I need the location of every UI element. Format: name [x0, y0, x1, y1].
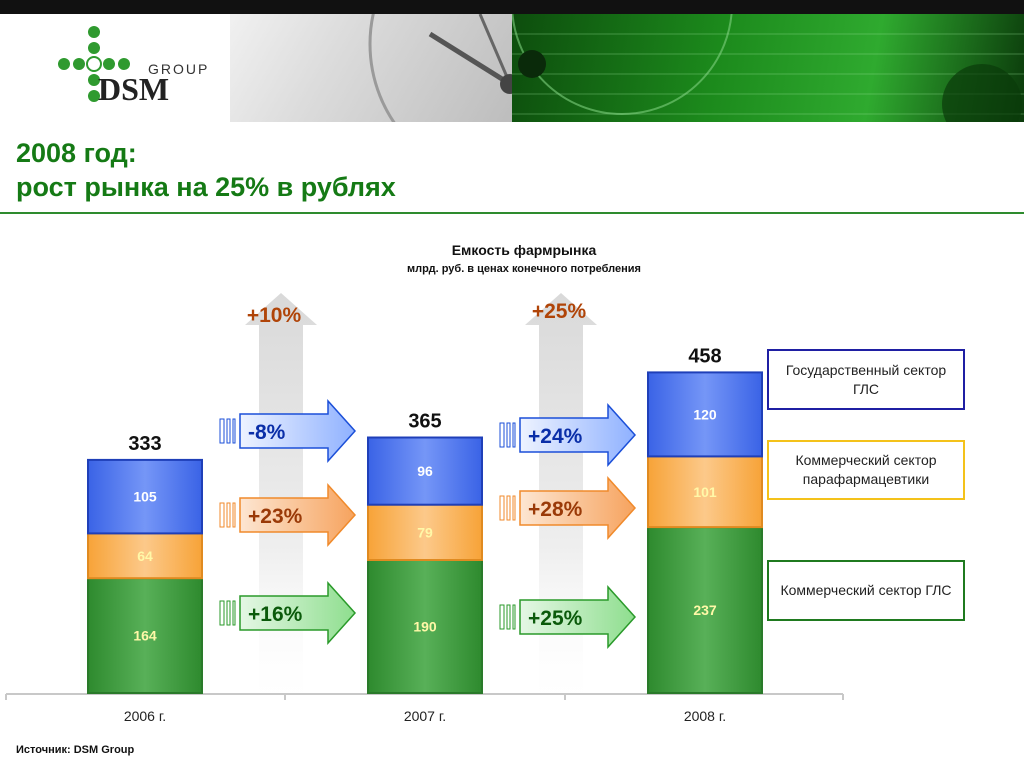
growth-arrow-commercial-2: +25% — [499, 585, 637, 649]
total-label-1: 333 — [128, 433, 161, 455]
data-label-state-3: 120 — [693, 406, 717, 422]
data-label-state-2: 96 — [417, 463, 433, 479]
bar-segment-commercial-1 — [87, 577, 203, 695]
chart-title: Емкость фармрынка — [451, 242, 597, 258]
growth-arrow-state-1: -8% — [219, 399, 357, 463]
title-divider — [0, 212, 1024, 214]
dsm-logo-graphic: GROUP DSM — [58, 26, 209, 107]
growth-label-parapharm-2: +28% — [528, 498, 583, 521]
x-tick-label-2: 2007 г. — [404, 708, 446, 724]
total-growth-label-2: +25% — [532, 300, 587, 323]
growth-label-commercial-2: +25% — [528, 607, 583, 630]
legend-state-sector: Государственный сектор ГЛС — [767, 349, 965, 410]
data-label-parapharm-3: 101 — [693, 484, 717, 500]
data-label-parapharm-1: 64 — [137, 548, 153, 564]
data-label-state-1: 105 — [133, 489, 157, 505]
growth-label-state-1: -8% — [248, 421, 286, 444]
logo-group-text: GROUP — [148, 61, 209, 77]
bar-segment-state-2 — [367, 436, 483, 506]
logo-dsm-text: DSM — [98, 71, 169, 107]
growth-label-parapharm-1: +23% — [248, 505, 303, 528]
total-growth-label-1: +10% — [247, 304, 302, 327]
bar-segment-state-3 — [647, 371, 763, 458]
source-note: Источник: DSM Group — [16, 744, 135, 756]
bar-segment-commercial-2 — [367, 559, 483, 694]
growth-arrow-state-2: +24% — [499, 403, 637, 467]
growth-label-commercial-1: +16% — [248, 603, 303, 626]
chart-subtitle: млрд. руб. в ценах конечного потребления — [407, 263, 641, 275]
header-banner: GROUP DSM — [0, 0, 1024, 122]
total-label-2: 365 — [408, 411, 441, 433]
data-label-commercial-2: 190 — [413, 619, 437, 635]
data-label-commercial-3: 237 — [693, 602, 717, 618]
growth-arrow-parapharm-2: +28% — [499, 476, 637, 540]
legend-commercial-sector: Коммерческий сектор ГЛС — [767, 560, 965, 621]
total-label-3: 458 — [688, 345, 721, 367]
x-tick-label-3: 2008 г. — [684, 708, 726, 724]
growth-label-state-2: +24% — [528, 425, 583, 448]
logo: GROUP DSM — [0, 14, 230, 122]
bar-segment-commercial-3 — [647, 526, 763, 694]
growth-arrow-parapharm-1: +23% — [219, 483, 357, 547]
bar-segment-state-1 — [87, 458, 203, 535]
x-tick-label-1: 2006 г. — [124, 708, 166, 724]
data-label-commercial-1: 164 — [133, 628, 157, 644]
green-cross-dots-icon — [58, 26, 130, 102]
page-title-line1: 2008 год: — [16, 138, 137, 168]
bar-segment-parapharm-1 — [87, 532, 203, 580]
data-label-parapharm-2: 79 — [417, 524, 433, 540]
page-title-line2: рост рынка на 25% в рублях — [16, 172, 396, 202]
header-top-line — [0, 0, 1024, 14]
legend-parapharm-sector: Коммерческий сектор парафармацевтики — [767, 440, 965, 500]
bar-segment-parapharm-3 — [647, 455, 763, 529]
bar-segment-parapharm-2 — [367, 503, 483, 562]
growth-arrow-commercial-1: +16% — [219, 581, 357, 645]
